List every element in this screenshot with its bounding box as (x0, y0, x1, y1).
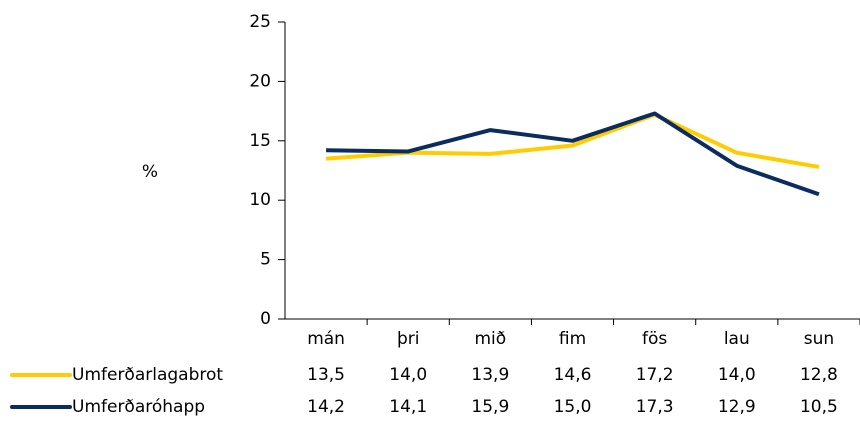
data-label: 13,5 (307, 365, 345, 385)
data-label: 15,0 (554, 397, 592, 417)
data-label: 14,2 (307, 397, 345, 417)
data-label: 14,0 (718, 365, 756, 385)
y-tick-label: 5 (260, 250, 271, 270)
y-tick-label: 20 (249, 71, 271, 91)
y-axis-label: % (142, 162, 158, 182)
data-label: 15,9 (471, 397, 509, 417)
legend-label: Umferðarlagabrot (72, 365, 223, 385)
x-tick-label: mið (475, 329, 507, 349)
data-label: 17,2 (636, 365, 674, 385)
x-tick-label: þri (397, 329, 420, 349)
data-label: 17,3 (636, 397, 674, 417)
data-label: 12,9 (718, 397, 756, 417)
y-tick-label: 15 (249, 131, 271, 151)
legend-label: Umferðaróhapp (72, 397, 205, 417)
x-tick-label: lau (724, 329, 750, 349)
data-label: 14,6 (554, 365, 592, 385)
data-label: 13,9 (471, 365, 509, 385)
data-label: 12,8 (800, 365, 838, 385)
x-tick-label: fim (559, 329, 586, 349)
x-tick-label: mán (307, 329, 345, 349)
series-line (326, 111, 820, 197)
y-tick-label: 10 (249, 190, 271, 210)
data-label: 10,5 (800, 397, 838, 417)
y-tick-label: 0 (260, 309, 271, 329)
x-tick-label: fös (642, 329, 667, 349)
x-tick-label: sun (804, 329, 834, 349)
data-label: 14,1 (389, 397, 427, 417)
y-tick-label: 25 (249, 12, 271, 32)
data-label: 14,0 (389, 365, 427, 385)
